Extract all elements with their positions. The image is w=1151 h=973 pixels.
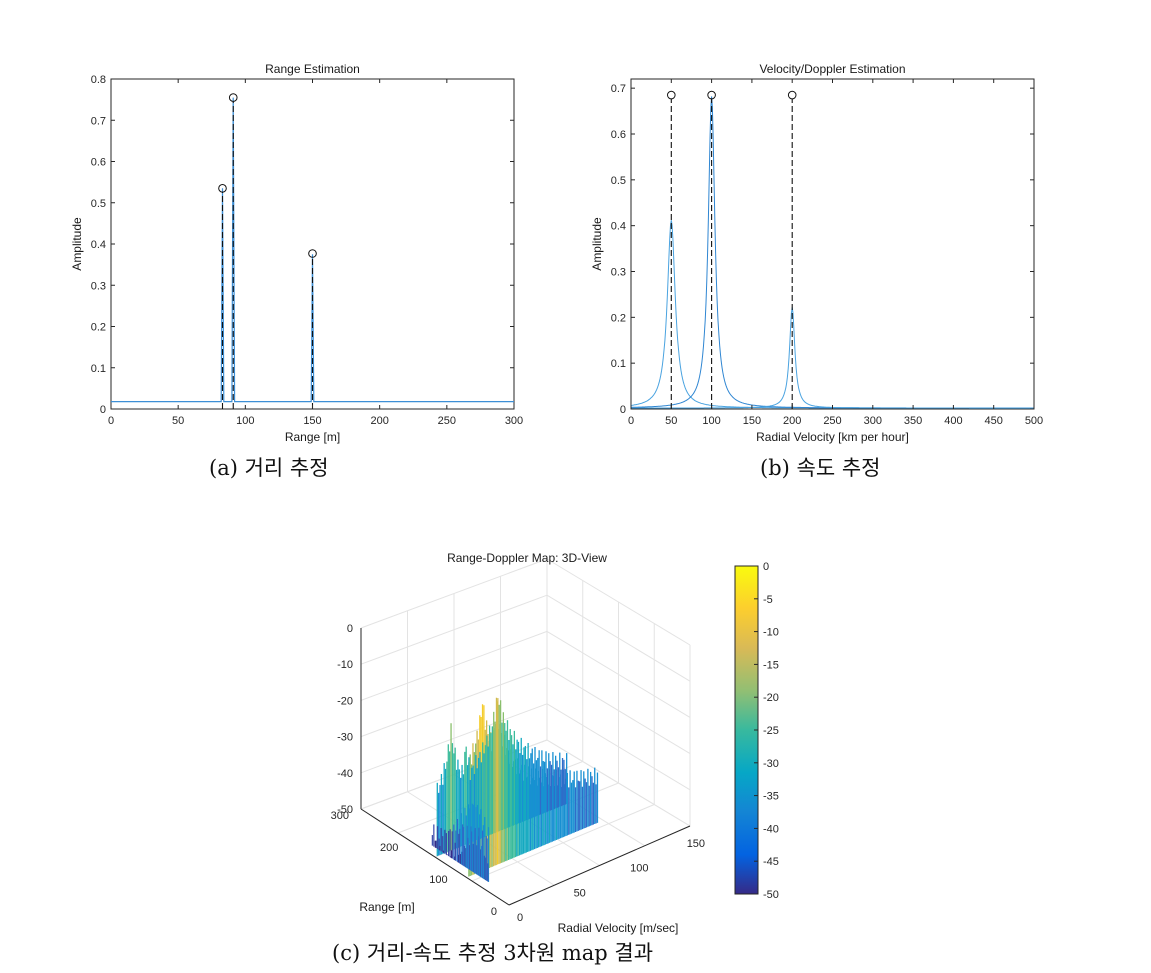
y-tick-label: 0.5 xyxy=(91,198,106,210)
velocity-axis-label: Radial Velocity [m/sec] xyxy=(558,921,679,935)
range-tick-label: 100 xyxy=(429,874,447,886)
x-tick-label: 200 xyxy=(783,415,801,427)
y-tick-label: 0.8 xyxy=(91,74,106,86)
z-tick-label: -20 xyxy=(337,695,353,707)
chart-title: Range-Doppler Map: 3D-View xyxy=(447,551,607,565)
range-tick-label: 0 xyxy=(491,906,497,918)
y-tick-label: 0.6 xyxy=(91,157,106,169)
x-tick-label: 250 xyxy=(823,415,841,427)
caption-range-estimation: (a) 거리 추정 xyxy=(209,456,329,480)
y-tick-label: 0.5 xyxy=(611,175,626,187)
y-tick-label: 0.6 xyxy=(611,129,626,141)
x-tick-label: 300 xyxy=(505,415,523,427)
y-tick-label: 0.2 xyxy=(611,312,626,324)
colorbar-tick-label: 0 xyxy=(763,561,769,573)
peak-marker xyxy=(228,93,238,102)
wall-grid-line xyxy=(360,630,548,701)
wall-grid-line xyxy=(546,630,691,718)
z-tick-label: -40 xyxy=(337,768,353,780)
x-tick-label: 100 xyxy=(236,415,254,427)
velocity-tick-label: 150 xyxy=(687,838,705,850)
wall-grid-line xyxy=(546,667,691,755)
peak-marker xyxy=(308,249,317,258)
chart-title: Range Estimation xyxy=(265,62,360,76)
y-tick-label: 0 xyxy=(620,404,626,416)
y-tick-label: 0.4 xyxy=(611,221,626,233)
x-tick-label: 350 xyxy=(904,415,922,427)
colorbar-tick-label: -5 xyxy=(763,594,773,606)
wall-grid-line xyxy=(546,558,691,646)
z-tick-label: -50 xyxy=(337,804,353,816)
range-axis-line xyxy=(360,808,510,906)
range-tick-label: 300 xyxy=(331,810,349,822)
x-tick-label: 150 xyxy=(743,415,761,427)
wall-grid-line xyxy=(546,739,691,827)
plot-frame xyxy=(630,78,1035,410)
wall-grid-line xyxy=(360,667,548,738)
peak-marker xyxy=(218,184,227,193)
x-tick-label: 50 xyxy=(665,415,677,427)
colorbar-tick-label: -50 xyxy=(763,889,779,901)
x-tick-label: 200 xyxy=(370,415,388,427)
wall-grid-line xyxy=(360,703,548,774)
peak-marker xyxy=(707,90,716,100)
x-axis-label: Radial Velocity [km per hour] xyxy=(756,430,909,444)
x-tick-label: 150 xyxy=(303,415,321,427)
velocity-estimation-chart: 0 50 100 150 200 250 300 350 400 450 500 0 0.1 0.2 0.3… xyxy=(590,62,1043,444)
velocity-tick-label: 100 xyxy=(630,863,648,875)
y-tick-label: 0.1 xyxy=(611,358,626,370)
velocity-tick-label: 50 xyxy=(574,887,586,899)
wall-grid-line xyxy=(360,558,548,629)
chart-title: Velocity/Doppler Estimation xyxy=(759,62,905,76)
z-tick-label: -30 xyxy=(337,732,353,744)
peak-marker xyxy=(787,90,797,100)
x-tick-label: 400 xyxy=(944,415,962,427)
z-tick-label: -10 xyxy=(337,659,353,671)
x-axis-label: Range [m] xyxy=(285,430,340,444)
range-doppler-3d-chart: 0-10-20-30-40-500100200300050100150Range… xyxy=(331,551,779,935)
colorbar-tick-label: -15 xyxy=(763,659,779,671)
y-tick-label: 0.7 xyxy=(611,83,626,95)
y-axis-label: Amplitude xyxy=(70,217,84,271)
caption-velocity-estimation: (b) 속도 추정 xyxy=(760,456,881,480)
y-axis-label: Amplitude xyxy=(590,217,604,271)
peak-marker xyxy=(667,90,676,100)
range-tick-label: 200 xyxy=(380,842,398,854)
y-tick-label: 0.1 xyxy=(91,363,106,375)
y-tick-label: 0.2 xyxy=(91,322,106,334)
caption-3d-map: (c) 거리-속도 추정 3차원 map 결과 xyxy=(332,941,654,965)
x-tick-label: 300 xyxy=(864,415,882,427)
x-tick-label: 100 xyxy=(702,415,720,427)
wall-grid-line xyxy=(546,703,691,791)
y-tick-label: 0.3 xyxy=(91,280,106,292)
z-tick-label: 0 xyxy=(347,623,353,635)
colorbar-tick-label: -30 xyxy=(763,758,779,770)
x-tick-label: 500 xyxy=(1025,415,1043,427)
x-tick-label: 0 xyxy=(628,415,634,427)
colorbar-tick-label: -10 xyxy=(763,627,779,639)
floor-grid-line xyxy=(471,804,655,882)
y-tick-label: 0.7 xyxy=(91,115,106,127)
y-tick-label: 0.4 xyxy=(91,239,106,251)
range-estimation-chart: 0 50 100 150 200 250 300 0 0.1 0.2 0.3 0.4 0.5 0.6 0.7… xyxy=(70,62,523,444)
colorbar-tick-label: -25 xyxy=(763,725,779,737)
y-tick-label: 0 xyxy=(100,404,106,416)
colorbar-tick-label: -40 xyxy=(763,823,779,835)
colorbar-tick-label: -20 xyxy=(763,692,779,704)
y-tick-label: 0.3 xyxy=(611,267,626,279)
x-tick-label: 50 xyxy=(172,415,184,427)
range-axis-label: Range [m] xyxy=(359,900,414,914)
colorbar-tick-label: -35 xyxy=(763,791,779,803)
colorbar-tick-label: -45 xyxy=(763,856,779,868)
velocity-tick-label: 0 xyxy=(517,912,523,924)
x-tick-label: 250 xyxy=(438,415,456,427)
velocity-axis-line xyxy=(508,825,691,906)
x-tick-label: 0 xyxy=(108,415,114,427)
x-tick-label: 450 xyxy=(985,415,1003,427)
wall-grid-line xyxy=(546,594,691,682)
wall-grid-line xyxy=(360,594,548,665)
